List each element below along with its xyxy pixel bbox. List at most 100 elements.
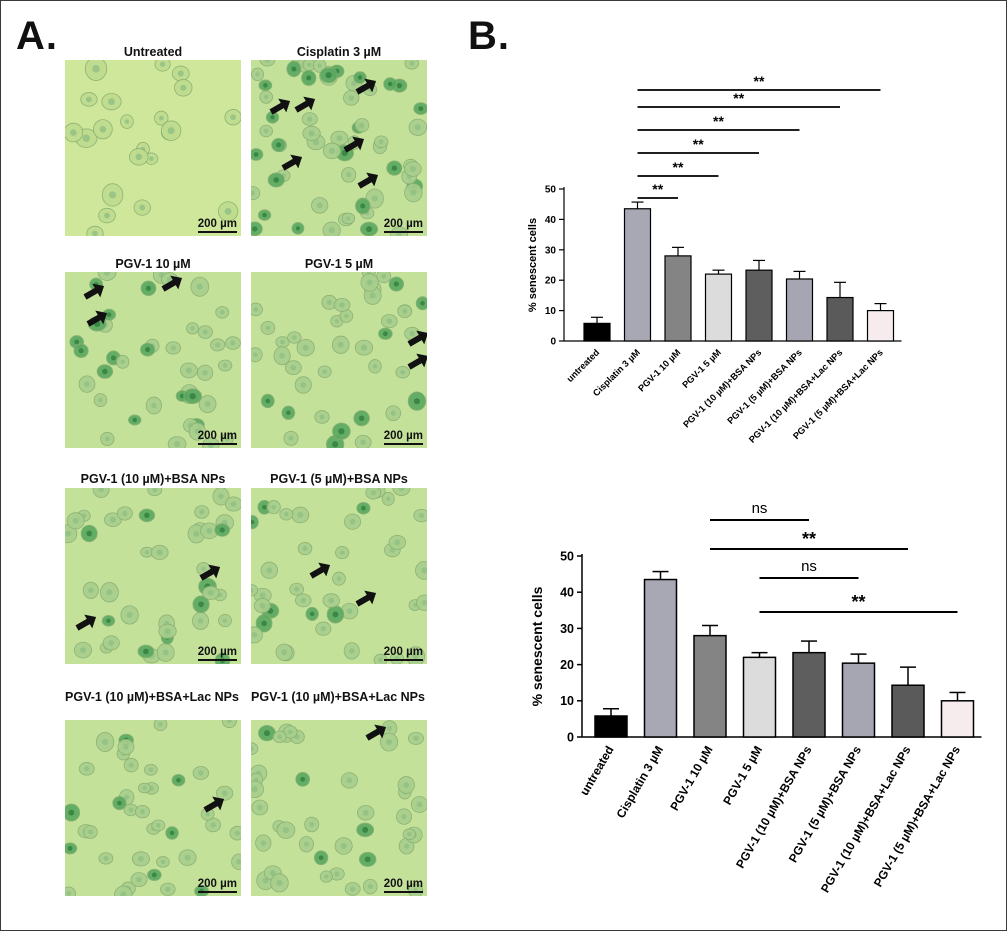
micrograph-image: 200 µm xyxy=(251,60,427,236)
bar xyxy=(693,634,727,738)
error-bar xyxy=(631,201,644,209)
bar xyxy=(891,684,925,738)
error-bar xyxy=(834,281,846,298)
error-bar xyxy=(949,691,966,701)
x-tick-label: untreated xyxy=(565,347,602,384)
micrograph-caption: PGV-1 (5 µM)+BSA NPs xyxy=(270,472,408,486)
y-tick-label: 10 xyxy=(560,694,574,708)
x-tick-label: PGV-1 (5 µM)+BSA+Lac NPs xyxy=(791,347,885,441)
error-bar xyxy=(801,640,817,653)
bar xyxy=(785,278,814,342)
micrograph-caption: PGV-1 (10 µM)+BSA+Lac NPs xyxy=(65,690,239,704)
micrograph-caption: PGV-1 (10 µM)+BSA NPs xyxy=(80,472,226,486)
scale-bar: 200 µm xyxy=(197,878,237,893)
bar xyxy=(664,255,692,342)
error-bar xyxy=(652,570,669,580)
x-tick-label: PGV-1 5 µM xyxy=(720,744,765,808)
y-tick-label: 30 xyxy=(560,622,574,636)
error-bar xyxy=(793,270,806,279)
bar xyxy=(940,700,975,738)
bar xyxy=(643,578,678,738)
y-tick-label: 0 xyxy=(550,337,556,348)
micrograph-cells xyxy=(65,488,241,664)
y-tick-label: 30 xyxy=(545,245,557,256)
micrograph-image: 200 µm xyxy=(251,272,427,448)
arrow-icon xyxy=(75,614,97,631)
micrograph-caption: PGV-1 (10 µM)+BSA+Lac NPs xyxy=(251,690,425,704)
x-tick-label: untreated xyxy=(577,744,616,798)
x-tick-label: Cisplatin 3 µM xyxy=(614,744,667,821)
arrow-icon xyxy=(281,154,303,171)
bar xyxy=(742,656,777,738)
significance-label: ** xyxy=(733,90,744,106)
significance-label: ** xyxy=(713,113,724,129)
micrograph-cells xyxy=(251,720,427,896)
bar xyxy=(745,269,773,342)
error-bar xyxy=(603,708,619,717)
x-tick-label: PGV-1 10 µM xyxy=(667,744,715,814)
error-bar xyxy=(672,246,684,256)
significance-label: ** xyxy=(652,181,663,197)
micrograph-image: 200 µm xyxy=(251,488,427,664)
y-tick-label: 20 xyxy=(545,276,557,287)
micrograph-cells xyxy=(251,272,427,448)
arrow-icon xyxy=(86,310,108,327)
arrow-icon xyxy=(309,562,331,579)
arrow-icon xyxy=(294,96,316,113)
micrograph-cells xyxy=(65,60,241,236)
bar xyxy=(594,715,628,738)
arrow-icon xyxy=(343,136,365,153)
arrow-icon xyxy=(83,283,105,300)
x-tick-label: PGV-1 (5 µM)+BSA NPs xyxy=(725,347,804,426)
arrow-icon xyxy=(269,98,291,115)
x-tick-label: PGV-1 (10 µM)+BSA+Lac NPs xyxy=(818,743,914,895)
y-tick-label: 50 xyxy=(545,185,557,196)
scale-bar: 200 µm xyxy=(197,430,237,445)
significance-label: ** xyxy=(754,73,765,89)
scale-bar: 200 µm xyxy=(383,218,423,233)
y-tick-label: 50 xyxy=(560,549,574,563)
significance-label: ** xyxy=(693,136,704,152)
micrograph-image: 200 µm xyxy=(65,488,241,664)
micrograph-image: 200 µm xyxy=(65,272,241,448)
significance-label: ** xyxy=(673,159,684,175)
arrow-icon xyxy=(203,796,225,813)
bar xyxy=(623,208,652,342)
y-axis-label: % senescent cells xyxy=(529,586,545,706)
error-bar xyxy=(753,259,765,271)
scale-bar: 200 µm xyxy=(197,646,237,661)
error-bar xyxy=(751,651,768,658)
micrograph-caption: Untreated xyxy=(123,45,183,59)
error-bar xyxy=(702,624,718,636)
micrograph-image: 200 µm xyxy=(65,720,241,896)
x-tick-label: PGV-1 (10 µM)+BSA NPs xyxy=(681,347,763,429)
y-tick-label: 0 xyxy=(567,730,574,744)
micrograph-image: 200 µm xyxy=(65,60,241,236)
significance-label: ns xyxy=(801,558,817,575)
micrograph-cells xyxy=(65,720,241,896)
panel-label-a: A. xyxy=(16,14,58,58)
bar xyxy=(841,662,876,738)
bar xyxy=(826,296,854,342)
y-tick-label: 10 xyxy=(545,306,557,317)
y-tick-label: 40 xyxy=(545,215,557,226)
bar-chart-bottom: 0 10 20 30 40 50 % senescent cells untreatedCis… xyxy=(529,500,982,895)
arrow-icon xyxy=(355,590,377,607)
x-tick-label: PGV-1 5 µM xyxy=(680,347,723,390)
micrograph-caption: PGV-1 10 µM xyxy=(115,257,191,271)
scale-bar: 200 µm xyxy=(197,218,237,233)
arrow-icon xyxy=(355,78,377,95)
micrograph-cells xyxy=(251,488,427,664)
error-bar xyxy=(900,666,916,686)
bar xyxy=(704,273,733,342)
significance-label: ** xyxy=(851,592,865,612)
y-axis-label: % senescent cells xyxy=(527,218,539,312)
scale-bar: 200 µm xyxy=(383,646,423,661)
scale-bar: 200 µm xyxy=(383,878,423,893)
micrograph-cells xyxy=(251,60,427,236)
x-tick-label: PGV-1 10 µM xyxy=(636,347,682,393)
x-tick-label: PGV-1 (5 µM)+BSA+Lac NPs xyxy=(871,743,963,889)
error-bar xyxy=(850,653,867,664)
arrow-icon xyxy=(161,275,183,292)
